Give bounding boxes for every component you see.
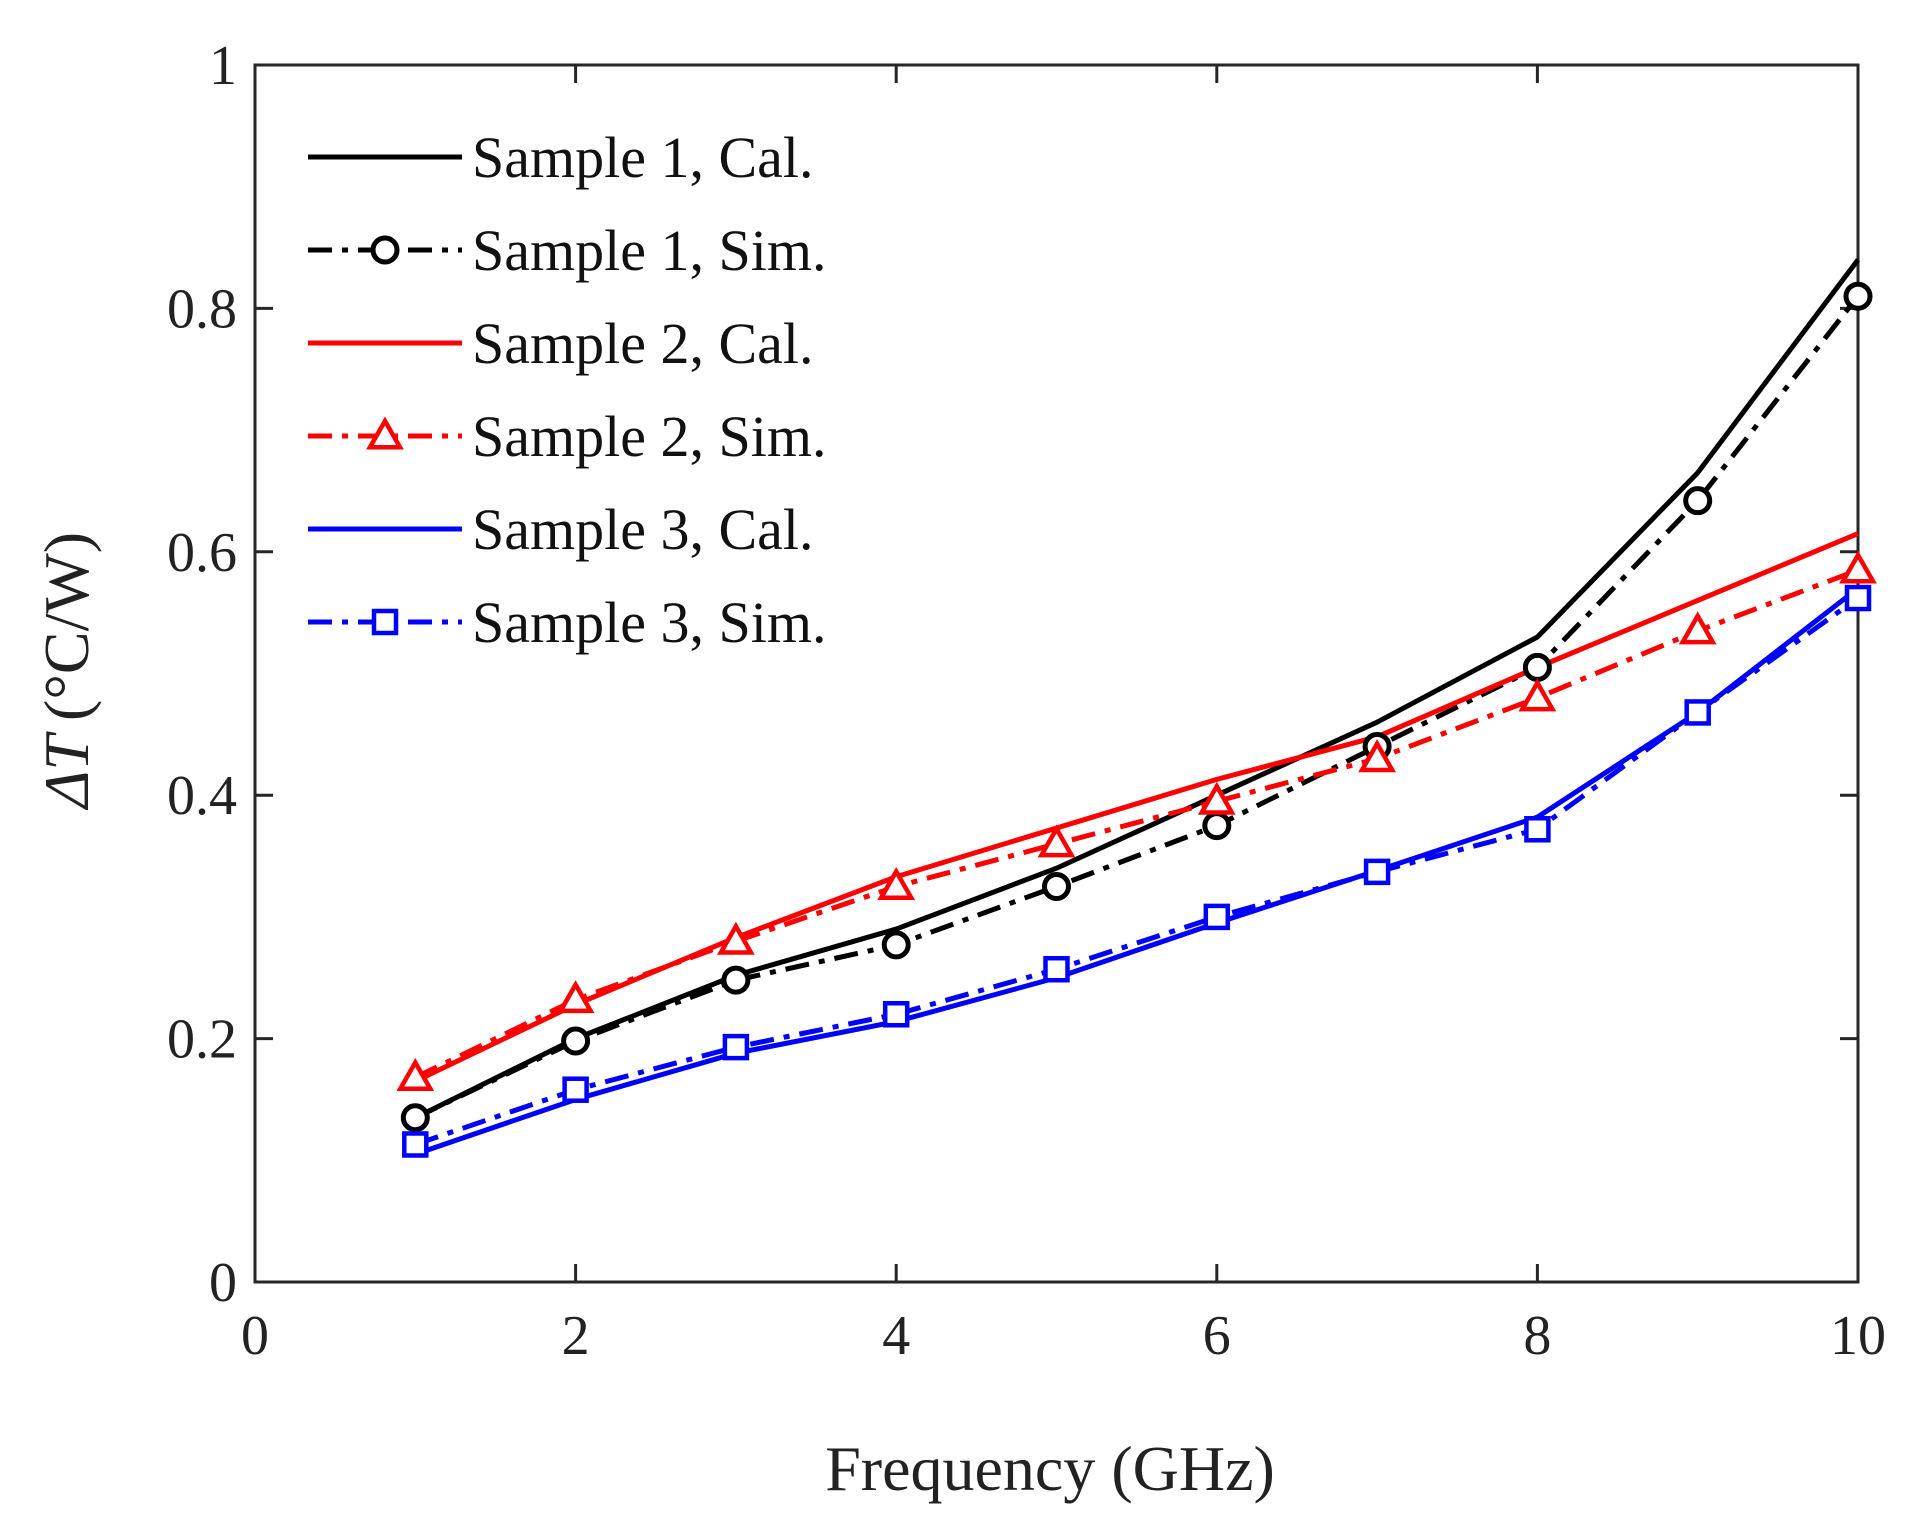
x-tick-label: 2 — [562, 1305, 590, 1367]
legend-marker — [366, 416, 404, 450]
legend-label: Sample 3, Sim. — [472, 590, 826, 655]
data-point-square — [1524, 816, 1551, 843]
data-point-circle — [1843, 281, 1873, 311]
data-point-square — [1844, 584, 1872, 612]
data-point-square — [1363, 858, 1391, 886]
data-point-square — [562, 1076, 589, 1103]
y-tick-label: 1 — [209, 35, 237, 97]
x-tick-label: 8 — [1523, 1305, 1551, 1367]
legend-label: Sample 1, Cal. — [472, 125, 814, 190]
series-line-5 — [414, 586, 1860, 1157]
data-point-square — [1043, 955, 1070, 983]
data-point-triangle — [717, 921, 755, 955]
series-lines — [414, 258, 1860, 1157]
y-tick-label: 0.4 — [167, 765, 237, 827]
data-point-triangle — [1037, 824, 1076, 858]
legend-label: Sample 1, Sim. — [472, 218, 826, 283]
series-line-6 — [414, 596, 1860, 1147]
x-tick-label: 6 — [1203, 1305, 1231, 1367]
data-point-circle — [881, 930, 911, 960]
series-line-4 — [414, 567, 1859, 1080]
data-point-triangle — [556, 980, 595, 1014]
y-tick-label: 0 — [209, 1252, 237, 1314]
data-point-square — [1203, 903, 1231, 931]
y-axis-title: ΔT (°C/W) — [31, 532, 102, 811]
x-tick-label: 0 — [241, 1305, 269, 1367]
y-tick-label: 0.8 — [167, 278, 237, 340]
data-point-circle — [1042, 871, 1071, 901]
legend-marker — [371, 608, 399, 636]
series-line-1 — [414, 258, 1860, 1120]
y-axis-symbol: ΔT — [31, 731, 102, 812]
y-tick-label: 0.2 — [167, 1009, 237, 1071]
legend-label: Sample 2, Sim. — [472, 404, 826, 469]
data-point-triangle — [1518, 678, 1557, 712]
data-point-triangle — [1678, 611, 1717, 645]
legend-label: Sample 2, Cal. — [472, 311, 814, 376]
data-point-square — [402, 1131, 429, 1158]
y-tick-label: 0.6 — [167, 522, 237, 584]
data-point-circle — [1522, 652, 1552, 682]
data-point-circle — [1202, 811, 1232, 841]
series-markers — [396, 281, 1877, 1158]
x-axis-title: Frequency (GHz) — [825, 1433, 1275, 1504]
data-point-square — [882, 1001, 910, 1028]
data-point-square — [722, 1033, 750, 1061]
legend-label: Sample 3, Cal. — [472, 497, 814, 562]
plot-area — [253, 63, 1860, 1284]
data-point-circle — [1683, 486, 1713, 516]
data-point-circle — [400, 1103, 430, 1133]
plot-frame — [253, 63, 1860, 1284]
x-tick-label: 10 — [1830, 1305, 1886, 1367]
data-point-triangle — [1197, 781, 1236, 815]
data-point-square — [1684, 699, 1711, 726]
data-point-circle — [561, 1026, 591, 1056]
axis-ticks: 0 2 4 6 8 10 0 0.2 0.4 0.6 0.8 1 — [167, 35, 1886, 1367]
y-axis-unit: (°C/W) — [31, 532, 102, 721]
legend: Sample 1, Cal. Sample 1, Sim. Sample 2, Ca… — [308, 125, 826, 655]
data-point-triangle — [1839, 550, 1877, 584]
data-point-triangle — [396, 1058, 435, 1092]
data-point-circle — [721, 965, 751, 995]
data-point-triangle — [1358, 739, 1396, 773]
legend-marker — [370, 235, 400, 265]
series-line-2 — [414, 294, 1860, 1120]
x-tick-label: 4 — [882, 1305, 910, 1367]
data-point-triangle — [877, 866, 916, 900]
